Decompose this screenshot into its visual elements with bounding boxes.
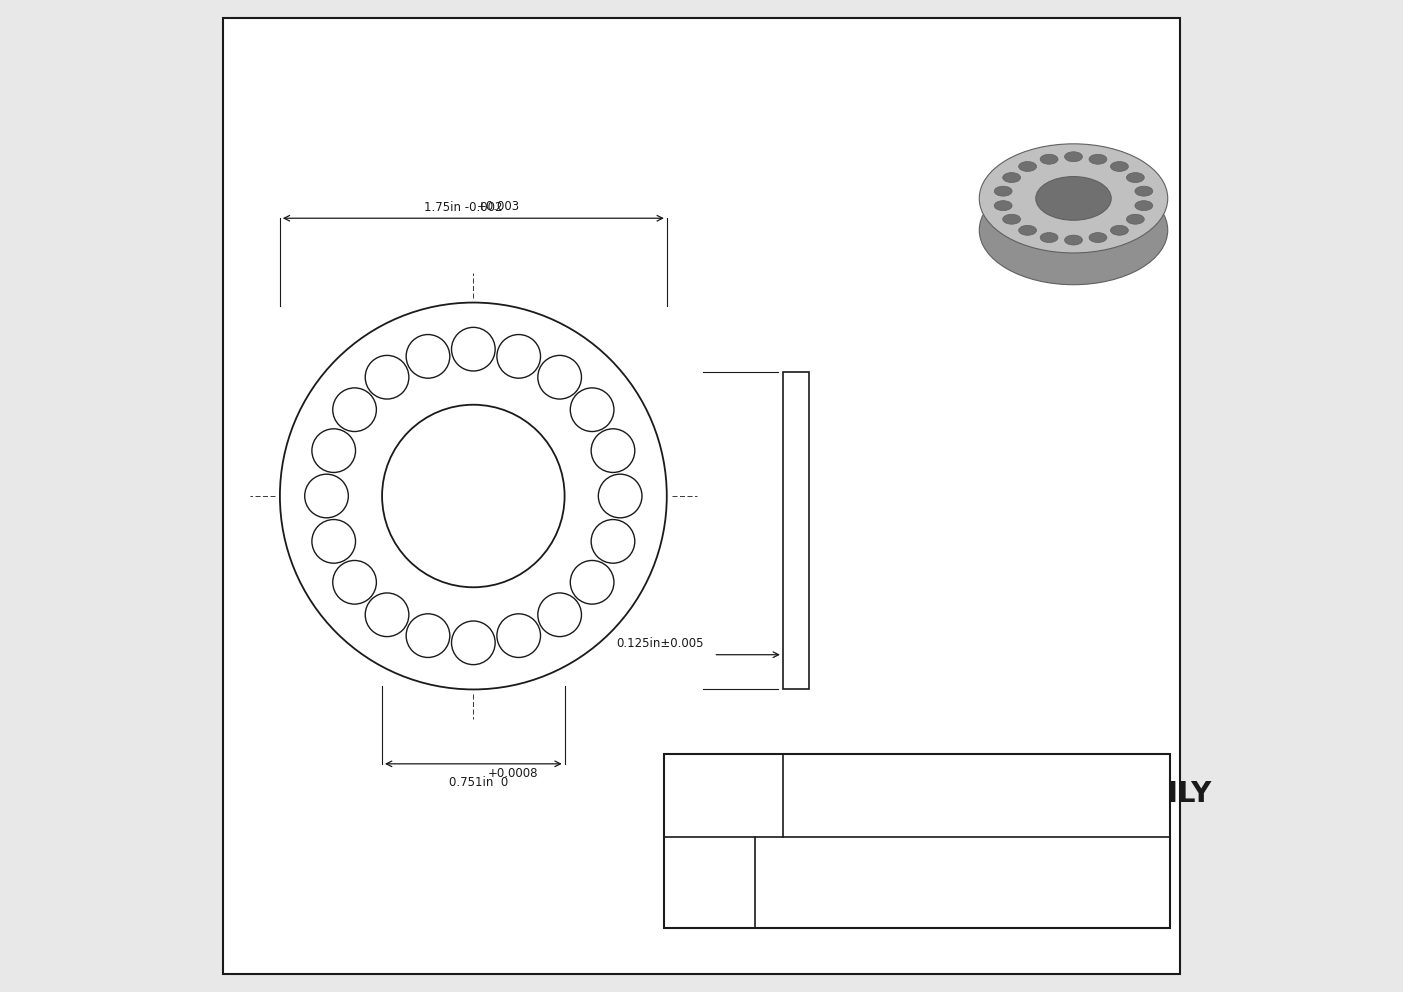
- Ellipse shape: [1019, 225, 1037, 235]
- Ellipse shape: [1089, 232, 1107, 242]
- Ellipse shape: [995, 200, 1012, 210]
- Ellipse shape: [1035, 208, 1111, 252]
- Text: ®: ®: [770, 770, 780, 780]
- Ellipse shape: [979, 144, 1167, 253]
- Text: 1.75in -0.002: 1.75in -0.002: [424, 201, 502, 214]
- Ellipse shape: [1065, 235, 1083, 245]
- Ellipse shape: [1111, 225, 1128, 235]
- Ellipse shape: [1040, 232, 1058, 242]
- Ellipse shape: [1035, 177, 1111, 220]
- Ellipse shape: [1040, 155, 1058, 165]
- Text: +0.003: +0.003: [477, 200, 519, 213]
- Bar: [783, 372, 808, 689]
- Ellipse shape: [979, 176, 1167, 285]
- Text: LILY: LILY: [1150, 780, 1212, 807]
- Text: Part
Number: Part Number: [685, 868, 734, 897]
- Text: +0.0008: +0.0008: [488, 767, 539, 780]
- Text: Email: lilybearing@lily-bearing.com: Email: lilybearing@lily-bearing.com: [871, 811, 1082, 824]
- Ellipse shape: [1003, 173, 1020, 183]
- Text: SHANGHAI LILY BEARING LIMITED: SHANGHAI LILY BEARING LIMITED: [859, 782, 1093, 796]
- Ellipse shape: [1127, 173, 1145, 183]
- Ellipse shape: [1135, 186, 1153, 196]
- Ellipse shape: [1065, 152, 1083, 162]
- Ellipse shape: [1019, 162, 1037, 172]
- Ellipse shape: [1089, 155, 1107, 165]
- Ellipse shape: [995, 186, 1012, 196]
- Ellipse shape: [1003, 214, 1020, 224]
- Text: 2855T6: 2855T6: [933, 858, 992, 872]
- Ellipse shape: [1111, 162, 1128, 172]
- Text: 0.751in  0: 0.751in 0: [449, 776, 508, 789]
- Ellipse shape: [1135, 200, 1153, 210]
- Text: 0.125in±0.005: 0.125in±0.005: [616, 637, 703, 650]
- Text: Dry-Running Thrust Bearings: Dry-Running Thrust Bearings: [871, 893, 1052, 907]
- Ellipse shape: [1127, 214, 1145, 224]
- Bar: [664, 754, 1170, 928]
